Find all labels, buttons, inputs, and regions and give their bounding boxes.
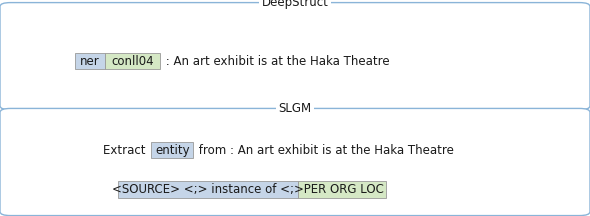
Bar xyxy=(298,181,386,198)
Text: from : An art exhibit is at the Haka Theatre: from : An art exhibit is at the Haka The… xyxy=(195,144,454,157)
FancyBboxPatch shape xyxy=(0,3,590,110)
Text: entity: entity xyxy=(155,144,189,157)
Text: : An art exhibit is at the Haka Theatre: : An art exhibit is at the Haka Theatre xyxy=(162,55,389,68)
Text: conll04: conll04 xyxy=(111,55,154,68)
Text: SLGM: SLGM xyxy=(278,102,312,115)
FancyBboxPatch shape xyxy=(0,108,590,216)
Text: ner: ner xyxy=(80,55,100,68)
Bar xyxy=(75,53,105,69)
Text: <SOURCE> <;> instance of <;>: <SOURCE> <;> instance of <;> xyxy=(112,183,304,196)
Bar xyxy=(105,53,160,69)
Text: Extract: Extract xyxy=(103,144,149,157)
Text: DeepStruct: DeepStruct xyxy=(261,0,329,9)
Text: PER ORG LOC: PER ORG LOC xyxy=(300,183,384,196)
Bar xyxy=(151,142,194,158)
Bar xyxy=(118,181,298,198)
